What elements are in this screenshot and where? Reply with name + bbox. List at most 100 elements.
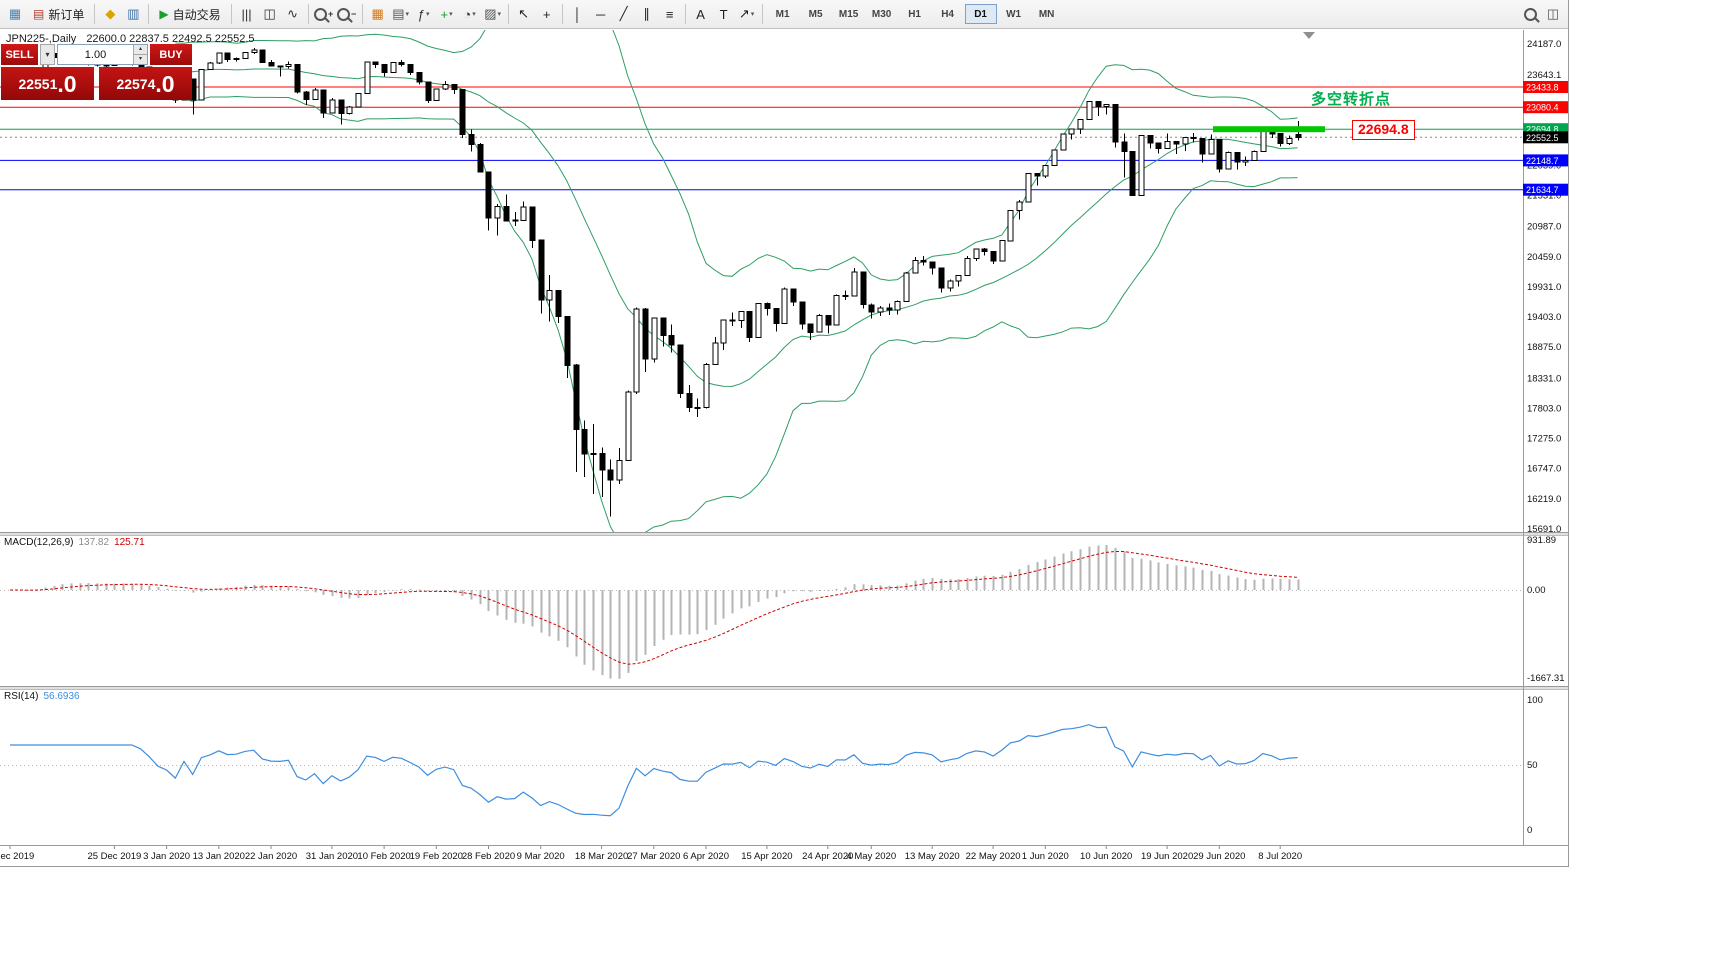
line-chart-icon[interactable]: ∿ [287,6,299,21]
history-center-icon[interactable]: ◆ [105,6,116,21]
time-axis[interactable] [0,846,1523,864]
autotrading-icon: ▶ [159,7,169,21]
templates-icon[interactable]: ▨ ▾ [484,6,502,21]
timeframe-button-w1[interactable]: W1 [1006,8,1022,20]
zoom-out-icon[interactable]: − [336,3,358,25]
svg-text:18 Mar 2020: 18 Mar 2020 [575,851,628,862]
svg-text:4 May 2020: 4 May 2020 [846,851,896,862]
market-watch-icon[interactable]: ▥ [127,6,140,21]
svg-text:29 Jun 2020: 29 Jun 2020 [1193,851,1245,862]
svg-text:0.00: 0.00 [1527,585,1546,596]
toolbar-separator [230,4,232,24]
candlestick-chart-icon[interactable]: ◫ [263,6,276,21]
svg-text:1 Jun 2020: 1 Jun 2020 [1022,851,1069,862]
trendline-icon[interactable]: ╱ [619,6,628,21]
toolbar-separator [684,4,686,24]
add-indicator-icon[interactable]: + ▾ [440,6,453,22]
svg-text:25 Dec 2019: 25 Dec 2019 [87,851,141,862]
timeframe-button-h4[interactable]: H4 [941,8,954,20]
sell-price-dec: .0 [57,70,77,97]
svg-text:23080.4: 23080.4 [1526,103,1559,113]
svg-text:3 Jan 2020: 3 Jan 2020 [143,851,190,862]
toolbar-separator [361,4,363,24]
svg-text:24187.0: 24187.0 [1527,39,1561,50]
channel-icon[interactable]: ∥ [643,6,650,21]
volume-value[interactable]: 1.00 [84,48,107,61]
svg-text:31 Jan 2020: 31 Jan 2020 [306,851,358,862]
search-symbol-icon[interactable] [1519,3,1541,25]
svg-text:22 May 2020: 22 May 2020 [966,851,1021,862]
autotrading-button[interactable]: ▶ 自动交易 [153,3,226,25]
macd-signal-value: 125.71 [114,537,145,548]
svg-text:50: 50 [1527,760,1538,771]
sell-price-display[interactable]: 22551.0 [1,67,94,100]
timeframe-button-d1[interactable]: D1 [964,4,997,24]
svg-text:19403.0: 19403.0 [1527,312,1561,323]
buy-price-int: 22574 [116,75,156,92]
svg-text:18875.0: 18875.0 [1527,342,1561,353]
volume-increase-button[interactable]: ▴ [134,45,147,55]
bar-chart-icon[interactable]: ||| [241,6,252,22]
volume-decrease-button[interactable]: ▾ [134,55,147,64]
indicators-icon[interactable]: ƒ ▾ [417,6,430,22]
cascade-windows-icon[interactable]: ▤ ▾ [392,6,410,21]
dropdown-caret-icon: ▾ [405,11,410,18]
volume-field[interactable]: 1.00 ▴ ▾ [57,44,148,65]
svg-text:23433.8: 23433.8 [1526,83,1559,93]
svg-text:20987.0: 20987.0 [1527,222,1561,233]
timeframe-button-mn[interactable]: MN [1038,8,1055,20]
horizontal-line-icon[interactable]: ─ [596,6,606,22]
cursor-arrow-icon[interactable]: ↖ [518,6,530,21]
svg-text:18331.0: 18331.0 [1527,373,1561,384]
svg-text:10 Feb 2020: 10 Feb 2020 [357,851,410,862]
svg-text:6 Apr 2020: 6 Apr 2020 [683,851,729,862]
timeframe-button-m15[interactable]: M15 [838,8,859,20]
ohlc-values: 22600.0 22837.5 22492.5 22552.5 [86,33,255,45]
svg-text:22148.7: 22148.7 [1526,156,1559,166]
new-chart-icon[interactable]: ▦ [8,6,22,21]
periods-clock-icon[interactable]: ◔ ▾ [463,6,476,22]
new-order-button[interactable]: ▤ 新订单 [27,3,90,25]
tile-windows-icon[interactable]: ▦ [371,6,384,21]
chart-symbol-label: JPN225-,Daily 22600.0 22837.5 22492.5 225… [6,33,255,45]
buy-button[interactable]: BUY [150,44,192,65]
svg-text:-1667.31: -1667.31 [1527,673,1565,684]
zoom-in-icon[interactable]: + [313,3,335,25]
timeframe-button-m5[interactable]: M5 [808,8,823,20]
dropdown-caret-icon: ▾ [497,11,502,18]
svg-text:17275.0: 17275.0 [1527,434,1561,445]
fibonacci-icon[interactable]: ≡ [665,6,674,22]
toolbar-separator [561,4,563,24]
svg-text:22 Jan 2020: 22 Jan 2020 [245,851,297,862]
buy-price-display[interactable]: 22574.0 [99,67,192,100]
text-tool-icon[interactable]: A [696,6,705,22]
chart-canvas[interactable]: 24187.023643.122059.021531.020987.020459… [0,0,1568,866]
crosshair-icon[interactable]: + [542,6,551,22]
timeframe-button-m30[interactable]: M30 [871,8,892,20]
timeframe-button-m1[interactable]: M1 [775,8,790,20]
chart-windows-icon[interactable]: ◫ [1546,6,1560,21]
svg-text:931.89: 931.89 [1527,535,1556,546]
toolbar-separator [94,4,96,24]
dropdown-caret-icon: ▾ [449,11,453,18]
volume-preset-button[interactable]: ▾ [40,44,55,65]
price-axis[interactable] [1523,30,1568,845]
rsi-indicator-label: RSI(14) 56.6936 [4,691,80,702]
one-click-trading-panel: SELL ▾ 1.00 ▴ ▾ BUY 22551.0 22574.0 [1,44,192,100]
sell-price-int: 22551 [18,75,58,92]
toolbar-separator [507,4,509,24]
svg-text:13 May 2020: 13 May 2020 [905,851,960,862]
svg-text:19 Jun 2020: 19 Jun 2020 [1141,851,1193,862]
timeframe-button-h1[interactable]: H1 [908,8,921,20]
label-tool-icon[interactable]: T [719,6,728,22]
sell-button[interactable]: SELL [1,44,38,65]
svg-text:19 Feb 2020: 19 Feb 2020 [410,851,463,862]
svg-text:8 Jul 2020: 8 Jul 2020 [1258,851,1302,862]
svg-text:15691.0: 15691.0 [1527,524,1561,535]
rsi-value: 56.6936 [43,691,80,702]
arrows-tool-icon[interactable]: ↗ ▾ [738,6,755,21]
macd-main-value: 137.82 [78,537,110,548]
vertical-line-icon[interactable]: │ [573,6,582,22]
volume-stepper: ▴ ▾ [133,45,147,64]
